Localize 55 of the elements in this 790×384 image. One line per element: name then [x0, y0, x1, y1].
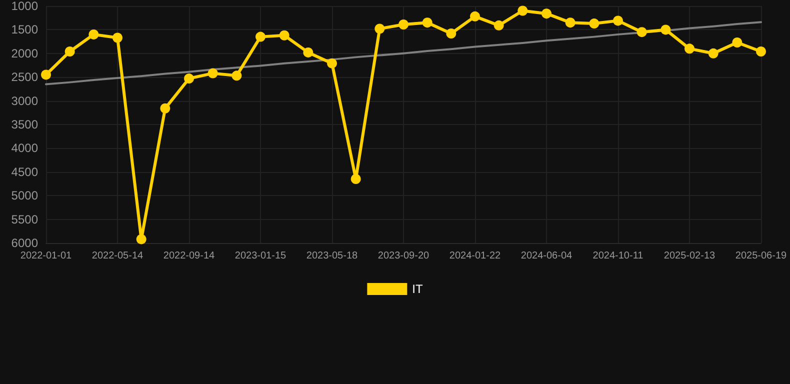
- point: [398, 19, 408, 30]
- y-tick-label: 2500: [11, 70, 38, 84]
- point: [41, 70, 51, 80]
- point: [112, 32, 122, 43]
- y-tick-label: 1000: [11, 0, 38, 13]
- point: [350, 174, 361, 184]
- point: [708, 48, 718, 58]
- point: [256, 32, 266, 42]
- point: [184, 74, 194, 84]
- point: [684, 44, 694, 54]
- point: [732, 38, 742, 48]
- point: [208, 68, 218, 78]
- point: [160, 103, 170, 114]
- point: [756, 46, 766, 56]
- x-tick-label: 2022-01-01: [20, 250, 72, 262]
- point: [374, 24, 385, 34]
- line-series: [45, 21, 762, 86]
- legend-label: IT: [412, 282, 424, 296]
- x-tick-label: 2023-09-20: [378, 250, 430, 262]
- point: [518, 6, 528, 16]
- y-tick-label: 3000: [11, 94, 38, 108]
- point: [494, 20, 504, 30]
- x-tick-label: 2023-01-15: [234, 250, 287, 262]
- point: [589, 18, 600, 29]
- y-tick-label: 3500: [11, 118, 38, 132]
- point: [542, 8, 552, 19]
- x-tick-label: 2024-01-22: [449, 250, 502, 262]
- y-tick-label: 4000: [11, 141, 38, 156]
- point: [565, 18, 576, 28]
- y-tick-label: 1500: [11, 22, 38, 37]
- y-tick-label: 5500: [11, 212, 38, 226]
- y-tick-label: 2000: [11, 46, 38, 60]
- point: [327, 58, 337, 68]
- x-tick-label: 2022-05-14: [92, 250, 144, 262]
- x-tick-label: 2025-06-19: [735, 250, 788, 262]
- point: [446, 28, 456, 38]
- point: [422, 18, 432, 28]
- point: [136, 234, 146, 244]
- point: [279, 30, 290, 40]
- x-tick-label: 2024-10-11: [592, 250, 644, 262]
- x-tick-label: 2022-09-14: [163, 250, 216, 262]
- y-tick-label: 5000: [11, 188, 38, 203]
- y-tick-label: 4500: [11, 164, 38, 179]
- y-tick-label: 6000: [11, 236, 38, 250]
- x-tick-label: 2025-02-13: [664, 250, 716, 262]
- point: [660, 24, 671, 35]
- point: [88, 29, 99, 40]
- point: [303, 47, 314, 58]
- x-tick-label: 2023-05-18: [306, 250, 358, 262]
- point: [470, 11, 480, 22]
- point: [232, 70, 242, 81]
- point: [636, 27, 647, 38]
- x-tick-label: 2024-06-04: [520, 250, 573, 262]
- point: [64, 46, 75, 56]
- point: [613, 16, 623, 26]
